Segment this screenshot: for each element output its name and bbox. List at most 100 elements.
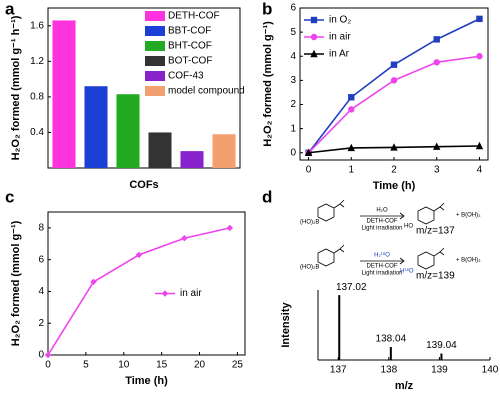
condition: Light irradiation [361,226,402,232]
y-axis-label: H₂O₂ formed (mmol g⁻¹ h⁻¹) [10,15,22,160]
reactant: (HO)₂B [300,220,319,226]
marker [348,94,355,101]
y-tick-label: 3 [290,75,296,86]
peak-label: 138.04 [376,334,407,345]
benzene-ring [417,206,435,225]
x-axis-label: m/z [395,380,414,392]
x-tick-label: 25 [232,360,244,371]
bar [84,86,108,168]
x-tick-label: 2 [391,165,397,176]
y-tick-label: 0 [38,350,44,361]
x-tick-label: 4 [477,165,483,176]
marker [44,351,52,359]
marker [433,36,440,43]
legend-label: model compound [168,86,245,97]
x-tick-label: 3 [434,165,440,176]
legend-label: in O₂ [329,15,351,26]
y-tick-label: 4 [38,286,44,297]
legend-label: in Ar [329,49,350,60]
marker [135,251,143,259]
benzene-ring [317,203,335,222]
marker [304,148,313,156]
x-tick-label: 15 [156,360,168,371]
condition: Light irradiation [361,271,402,277]
x-tick-label: 10 [118,360,130,371]
legend-label: in air [180,288,202,299]
byproduct: + B(OH)₃ [456,258,481,264]
marker [390,77,398,84]
y-tick-label: 2 [38,318,44,329]
x-tick-label: 0 [45,360,51,371]
x-tick-label: 138 [380,365,397,376]
panel-label: b [262,0,272,18]
marker [310,33,318,41]
marker [161,290,169,297]
catalyst: DETH-COF [367,264,398,270]
carboxyl [333,244,345,254]
plot-frame [47,7,241,169]
carboxyl [433,202,445,212]
x-tick-label: 140 [482,365,499,376]
bar [148,132,172,168]
y-tick-label: 1.6 [30,20,44,31]
byproduct: + B(OH)₃ [456,213,481,219]
x-tick-label: 1 [348,165,354,176]
x-tick-label: 0 [306,165,312,176]
catalyst: DETH-COF [367,219,398,225]
legend-swatch [145,86,165,96]
carboxyl [433,247,445,257]
marker [310,16,318,24]
x-tick-label: 5 [83,360,89,371]
peak-label: 139.04 [426,340,457,351]
y-tick-label: 4 [290,51,296,62]
y-tick-label: 5 [290,27,296,38]
bar [180,151,204,168]
marker [390,61,398,68]
reagent: H₂¹⁸O [374,252,390,259]
bar [52,20,76,169]
legend-swatch [145,11,165,21]
panel-label: c [5,187,14,206]
legend-swatch [145,26,165,36]
product-group: H¹⁸O [400,268,414,275]
marker [181,235,188,242]
marker [390,143,398,151]
reactant: (HO)₂B [300,265,319,271]
legend-swatch [145,41,165,51]
marker [90,278,97,286]
peak-label: 137.02 [336,282,367,293]
y-tick-label: 6 [290,3,296,14]
bar [116,94,140,168]
product-group: HO [404,224,413,230]
reagent: H₂O [376,208,388,214]
y-axis-label: H₂O₂ formed (mmol g⁻¹) [262,21,274,147]
x-tick-label: 139 [431,365,448,376]
y-axis-label: Intensity [280,302,292,348]
benzene-ring [317,248,335,267]
panel-label: a [5,0,15,18]
marker [433,59,440,66]
legend-label: BBT-COF [168,26,211,37]
marker [348,106,355,113]
legend-swatch [145,71,165,81]
y-tick-label: 0 [290,147,296,158]
carboxyl [333,199,345,209]
x-axis-label: Time (h) [373,180,416,192]
y-tick-label: 6 [38,254,44,265]
x-axis-label: Time (h) [125,375,168,387]
series-line [47,227,231,356]
y-tick-label: 8 [38,223,44,234]
legend-label: DETH-COF [168,11,220,22]
y-tick-label: 0.8 [30,92,44,103]
plot-frame [47,211,246,356]
y-tick-label: 1.2 [30,56,44,67]
series-line [307,55,480,154]
legend-label: COF-43 [168,71,204,82]
y-tick-label: 2 [290,99,296,110]
marker [476,53,483,60]
benzene-ring [417,251,435,270]
arrow-head [399,257,405,265]
x-tick-label: 20 [194,360,206,371]
legend-swatch [145,56,165,66]
